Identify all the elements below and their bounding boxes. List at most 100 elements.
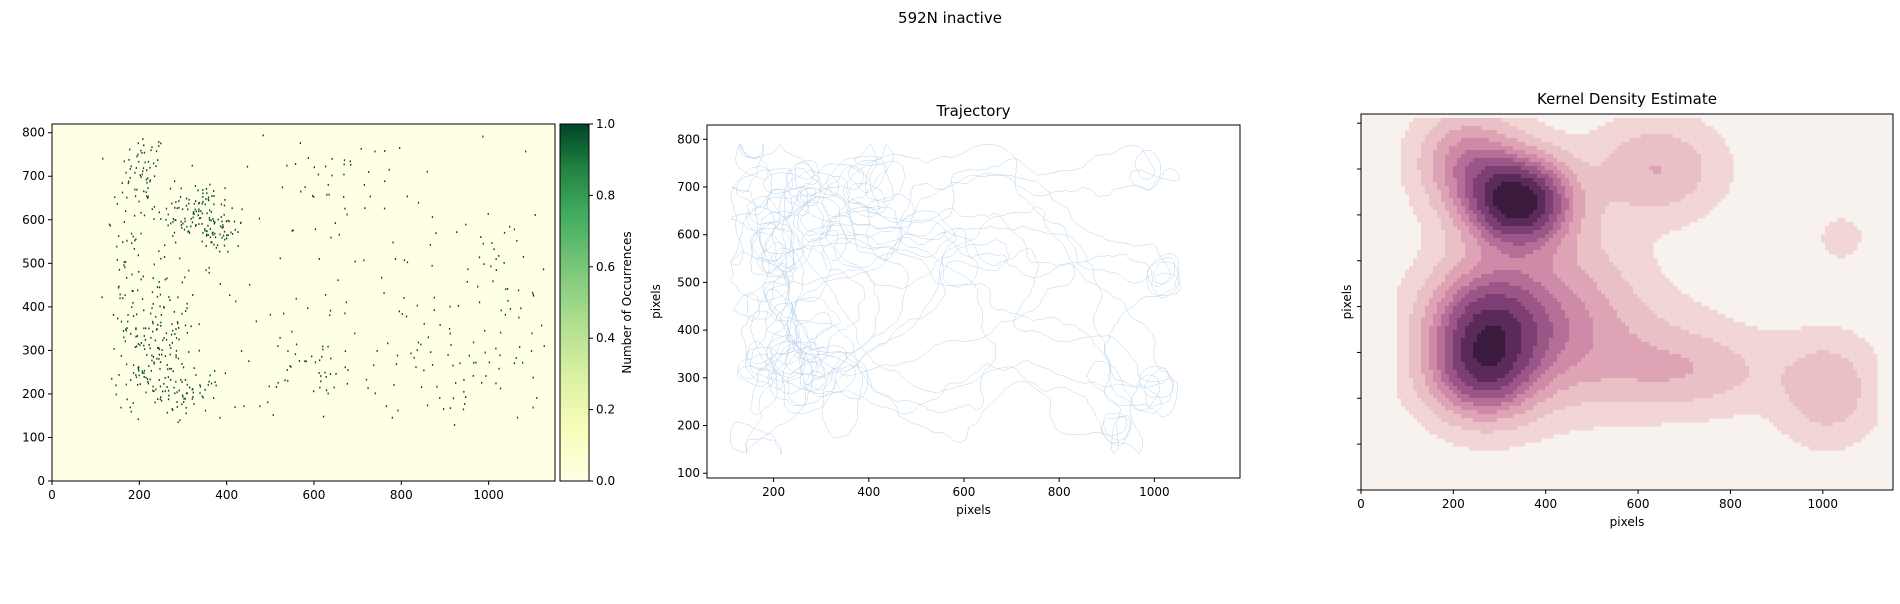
- kde-cell: [1473, 322, 1478, 327]
- kde-cell: [1457, 186, 1462, 191]
- kde-cell: [1477, 398, 1482, 403]
- kde-cell: [1561, 370, 1566, 375]
- kde-cell: [1529, 382, 1534, 387]
- kde-cell: [1517, 234, 1522, 239]
- kde-cell: [1601, 198, 1606, 203]
- kde-cell: [1429, 422, 1434, 427]
- kde-cell: [1589, 278, 1594, 283]
- occurrence-cell: [137, 289, 138, 291]
- kde-cell: [1453, 442, 1458, 447]
- kde-cell: [1493, 350, 1498, 355]
- kde-cell: [1613, 278, 1618, 283]
- occurrence-cell: [144, 370, 145, 372]
- occurrence-cell: [488, 213, 489, 215]
- kde-cell: [1485, 246, 1490, 251]
- kde-cell: [1613, 238, 1618, 243]
- kde-cell: [1413, 334, 1418, 339]
- occurrence-cell: [146, 191, 147, 193]
- kde-cell: [1545, 138, 1550, 143]
- kde-cell: [1441, 242, 1446, 247]
- kde-cell: [1521, 198, 1526, 203]
- kde-cell: [1609, 226, 1614, 231]
- kde-cell: [1537, 230, 1542, 235]
- occurrence-cell: [149, 181, 150, 183]
- kde-cell: [1589, 326, 1594, 331]
- occurrence-cell: [187, 208, 188, 210]
- kde-cell: [1465, 266, 1470, 271]
- kde-cell: [1485, 350, 1490, 355]
- kde-cell: [1401, 334, 1406, 339]
- kde-cell: [1473, 350, 1478, 355]
- kde-cell: [1505, 222, 1510, 227]
- kde-cell: [1489, 322, 1494, 327]
- kde-cell: [1437, 362, 1442, 367]
- kde-cell: [1585, 146, 1590, 151]
- kde-cell: [1589, 202, 1594, 207]
- kde-cell: [1565, 162, 1570, 167]
- kde-cell: [1593, 318, 1598, 323]
- kde-cell: [1537, 426, 1542, 431]
- kde-cell: [1581, 378, 1586, 383]
- kde-cell: [1445, 346, 1450, 351]
- occurrence-cell: [172, 342, 173, 344]
- kde-cell: [1589, 402, 1594, 407]
- kde-cell: [1437, 290, 1442, 295]
- kde-cell: [1501, 238, 1506, 243]
- occurrence-cell: [386, 405, 387, 407]
- occurrence-cell: [456, 231, 457, 233]
- kde-cell: [1609, 406, 1614, 411]
- kde-cell: [1521, 386, 1526, 391]
- kde-cell: [1557, 158, 1562, 163]
- kde-cell: [1469, 178, 1474, 183]
- occurrence-cell: [195, 224, 196, 226]
- kde-cell: [1581, 278, 1586, 283]
- kde-cell: [1457, 330, 1462, 335]
- kde-cell: [1605, 166, 1610, 171]
- kde-cell: [1577, 346, 1582, 351]
- kde-cell: [1429, 314, 1434, 319]
- kde-cell: [1469, 442, 1474, 447]
- kde-cell: [1601, 282, 1606, 287]
- kde-cell: [1441, 258, 1446, 263]
- kde-cell: [1437, 142, 1442, 147]
- kde-cell: [1453, 166, 1458, 171]
- y-tick-label: 600: [677, 228, 700, 242]
- kde-cell: [1529, 370, 1534, 375]
- kde-cell: [1485, 334, 1490, 339]
- kde-cell: [1577, 202, 1582, 207]
- kde-cell: [1561, 358, 1566, 363]
- kde-cell: [1529, 434, 1534, 439]
- kde-cell: [1597, 214, 1602, 219]
- kde-cell: [1513, 150, 1518, 155]
- kde-cell: [1421, 330, 1426, 335]
- kde-cell: [1557, 430, 1562, 435]
- kde-cell: [1457, 130, 1462, 135]
- kde-cell: [1565, 158, 1570, 163]
- kde-cell: [1549, 306, 1554, 311]
- kde-cell: [1597, 318, 1602, 323]
- occurrence-cell: [322, 346, 323, 348]
- kde-cell: [1449, 178, 1454, 183]
- kde-cell: [1509, 138, 1514, 143]
- kde-cell: [1501, 206, 1506, 211]
- kde-cell: [1517, 430, 1522, 435]
- kde-cell: [1473, 418, 1478, 423]
- kde-cell: [1513, 214, 1518, 219]
- kde-cell: [1613, 226, 1618, 231]
- occurrence-cell: [479, 256, 480, 258]
- kde-cell: [1493, 250, 1498, 255]
- kde-cell: [1549, 134, 1554, 139]
- kde-cell: [1589, 410, 1594, 415]
- kde-cell: [1545, 250, 1550, 255]
- kde-cell: [1417, 118, 1422, 123]
- kde-cell: [1557, 270, 1562, 275]
- occurrence-cell: [346, 301, 347, 303]
- kde-cell: [1449, 438, 1454, 443]
- kde-cell: [1485, 142, 1490, 147]
- kde-cell: [1433, 222, 1438, 227]
- kde-cell: [1553, 154, 1558, 159]
- kde-cell: [1501, 190, 1506, 195]
- kde-cell: [1553, 394, 1558, 399]
- kde-cell: [1585, 190, 1590, 195]
